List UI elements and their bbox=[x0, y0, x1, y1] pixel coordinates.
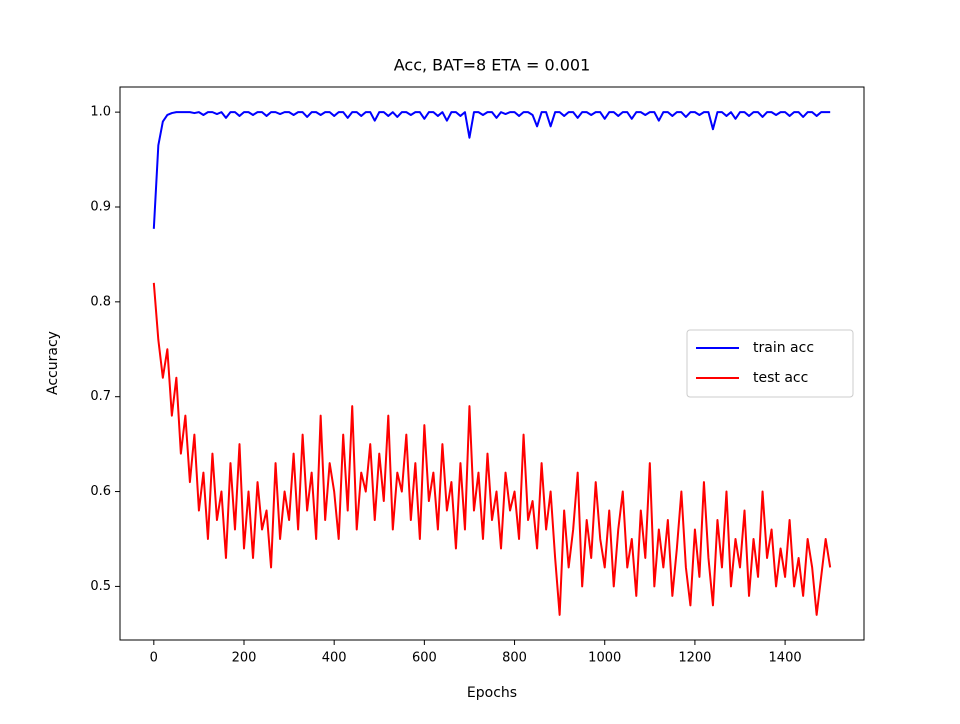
y-tick-label: 0.8 bbox=[90, 294, 111, 309]
y-tick-label: 0.5 bbox=[90, 579, 111, 594]
x-tick-label: 400 bbox=[322, 651, 347, 666]
y-axis-label: Accuracy bbox=[45, 331, 61, 395]
legend-label: test acc bbox=[753, 370, 808, 386]
x-tick-label: 1400 bbox=[769, 651, 802, 666]
y-tick-label: 1.0 bbox=[90, 105, 111, 120]
x-axis-label: Epochs bbox=[467, 685, 517, 701]
plot-frame bbox=[119, 86, 865, 641]
legend-box bbox=[686, 329, 854, 398]
x-tick-label: 1200 bbox=[678, 651, 711, 666]
series-line bbox=[152, 111, 831, 229]
y-tick-label: 0.7 bbox=[90, 389, 111, 404]
series-line bbox=[152, 282, 832, 616]
legend-label: train acc bbox=[753, 340, 814, 356]
x-tick-label: 600 bbox=[412, 651, 437, 666]
chart-title: Acc, BAT=8 ETA = 0.001 bbox=[394, 56, 591, 75]
x-tick-label: 200 bbox=[232, 651, 257, 666]
x-tick-label: 1000 bbox=[588, 651, 621, 666]
y-tick-label: 0.9 bbox=[90, 199, 111, 214]
x-tick-label: 0 bbox=[150, 651, 158, 666]
y-tick-label: 0.6 bbox=[90, 484, 111, 499]
x-tick-label: 800 bbox=[502, 651, 527, 666]
